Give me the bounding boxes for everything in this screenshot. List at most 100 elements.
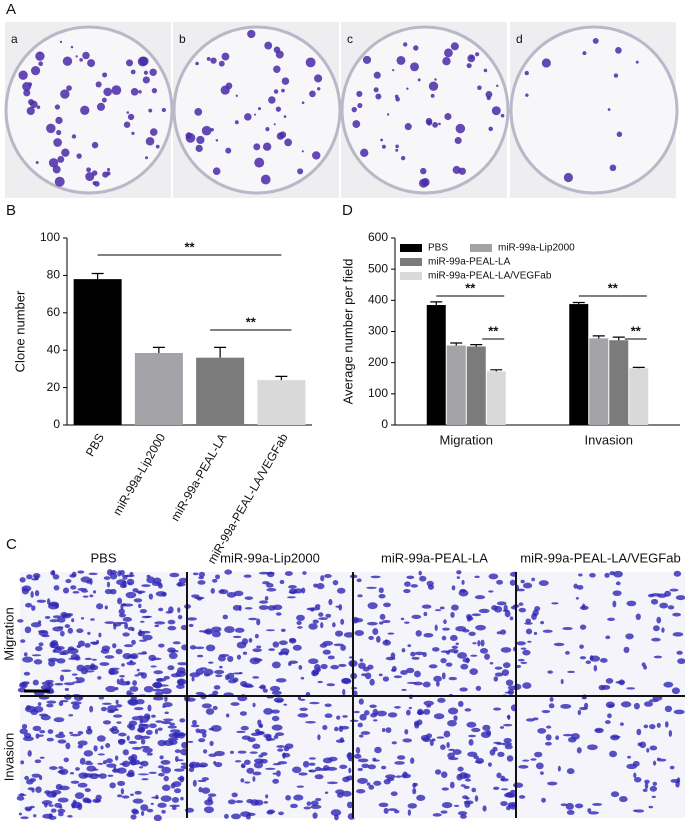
cell bbox=[382, 619, 391, 624]
cell bbox=[390, 791, 398, 797]
cell bbox=[72, 681, 81, 684]
cell bbox=[491, 605, 498, 611]
cell bbox=[266, 587, 277, 592]
cell bbox=[669, 588, 679, 592]
cell bbox=[492, 746, 498, 752]
cell bbox=[55, 645, 65, 650]
cell bbox=[84, 643, 91, 648]
colony bbox=[352, 120, 361, 128]
cell bbox=[467, 751, 478, 757]
colony bbox=[218, 60, 225, 67]
colony bbox=[138, 90, 142, 94]
colony bbox=[54, 104, 61, 110]
cell bbox=[84, 762, 94, 766]
cell bbox=[610, 791, 620, 798]
cell bbox=[605, 701, 615, 709]
cell bbox=[355, 747, 361, 754]
cell bbox=[238, 671, 243, 675]
cell bbox=[71, 673, 78, 676]
colony bbox=[635, 60, 639, 64]
cell bbox=[188, 767, 195, 773]
cell bbox=[440, 650, 450, 653]
cell bbox=[349, 719, 359, 722]
cell bbox=[298, 664, 303, 670]
cell bbox=[659, 602, 669, 609]
colony bbox=[438, 122, 441, 126]
cell bbox=[117, 780, 126, 786]
cell bbox=[159, 755, 164, 760]
bar bbox=[569, 304, 589, 425]
cell bbox=[109, 570, 118, 575]
cell bbox=[163, 675, 170, 680]
cell bbox=[390, 652, 396, 659]
cell bbox=[376, 710, 387, 717]
cell bbox=[92, 590, 97, 594]
cell bbox=[107, 705, 118, 712]
cell bbox=[308, 762, 316, 766]
cell bbox=[502, 662, 511, 669]
cell bbox=[418, 570, 422, 576]
column-label: miR-99a-PEAL-LA/VEGFab bbox=[520, 550, 680, 565]
colony bbox=[125, 59, 134, 67]
cell bbox=[361, 763, 370, 769]
cell bbox=[122, 580, 127, 588]
cell bbox=[677, 658, 685, 665]
cell bbox=[459, 687, 468, 692]
cell bbox=[25, 705, 31, 711]
cell bbox=[49, 766, 58, 770]
cell bbox=[448, 748, 456, 751]
cell bbox=[127, 769, 135, 777]
cell bbox=[17, 794, 27, 797]
cell bbox=[394, 761, 405, 765]
cell bbox=[326, 683, 336, 687]
error-bar bbox=[430, 301, 443, 306]
cell bbox=[428, 664, 438, 669]
cell bbox=[522, 759, 530, 762]
cell bbox=[163, 775, 169, 782]
cell bbox=[65, 613, 74, 617]
cell bbox=[578, 573, 583, 577]
cell bbox=[243, 574, 252, 578]
cell bbox=[280, 648, 290, 655]
cell bbox=[517, 658, 525, 662]
colony bbox=[56, 129, 62, 136]
cell bbox=[250, 732, 261, 737]
cell bbox=[77, 744, 84, 749]
cell bbox=[38, 642, 44, 647]
cell bbox=[140, 745, 150, 749]
cell bbox=[270, 709, 280, 714]
cell bbox=[541, 709, 551, 714]
cell bbox=[115, 648, 123, 655]
cell bbox=[236, 730, 246, 734]
panel-label: D bbox=[342, 202, 353, 219]
colony bbox=[615, 47, 622, 54]
colony bbox=[61, 148, 70, 157]
cell bbox=[451, 585, 456, 591]
cell bbox=[91, 658, 97, 661]
cell bbox=[79, 757, 86, 765]
cell bbox=[366, 586, 377, 589]
cell bbox=[268, 648, 276, 652]
cell bbox=[504, 744, 513, 750]
cell bbox=[169, 572, 180, 578]
cell bbox=[384, 639, 388, 645]
cell bbox=[139, 609, 148, 614]
cell bbox=[588, 811, 600, 815]
cell bbox=[119, 678, 124, 683]
colony bbox=[357, 103, 363, 109]
cell bbox=[656, 722, 661, 728]
cell bbox=[364, 672, 372, 680]
cell bbox=[37, 702, 42, 706]
cell bbox=[626, 763, 638, 770]
cell bbox=[123, 644, 134, 648]
cell bbox=[138, 603, 142, 609]
cell bbox=[540, 621, 545, 625]
cell bbox=[120, 603, 124, 610]
cell bbox=[451, 604, 459, 611]
legend-label: PBS bbox=[428, 243, 448, 254]
cell bbox=[341, 677, 351, 684]
cell bbox=[67, 647, 79, 655]
cell bbox=[531, 613, 537, 621]
colony bbox=[130, 87, 139, 96]
cell bbox=[230, 750, 234, 754]
